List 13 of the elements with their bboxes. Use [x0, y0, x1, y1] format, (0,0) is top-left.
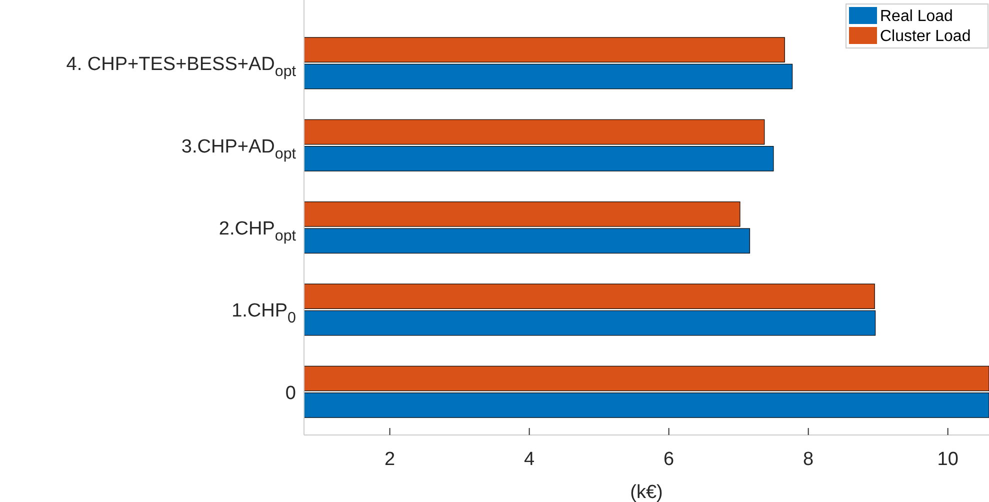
x-axis-title: (k€): [630, 482, 663, 502]
x-tick-label: 2: [384, 449, 396, 470]
legend-label: Real Load: [880, 8, 953, 25]
y-tick-label: 3.CHP+AD$_{opt}$: [181, 136, 297, 162]
y-tick-label: 0: [285, 382, 296, 404]
x-tick-label: 4: [524, 449, 536, 470]
legend-label: Cluster Load: [880, 28, 971, 45]
y-tick-label: 2.CHP$_{opt}$: [218, 218, 297, 244]
x-tick-label: 8: [803, 449, 814, 470]
y-tick-label: 1.CHP$_{0}$: [232, 300, 296, 327]
x-tick-label: 6: [664, 449, 674, 470]
y-tick-label: 4. CHP+TES+BESS+AD$_{opt}$: [66, 54, 297, 80]
x-tick-label: 10: [937, 449, 958, 470]
